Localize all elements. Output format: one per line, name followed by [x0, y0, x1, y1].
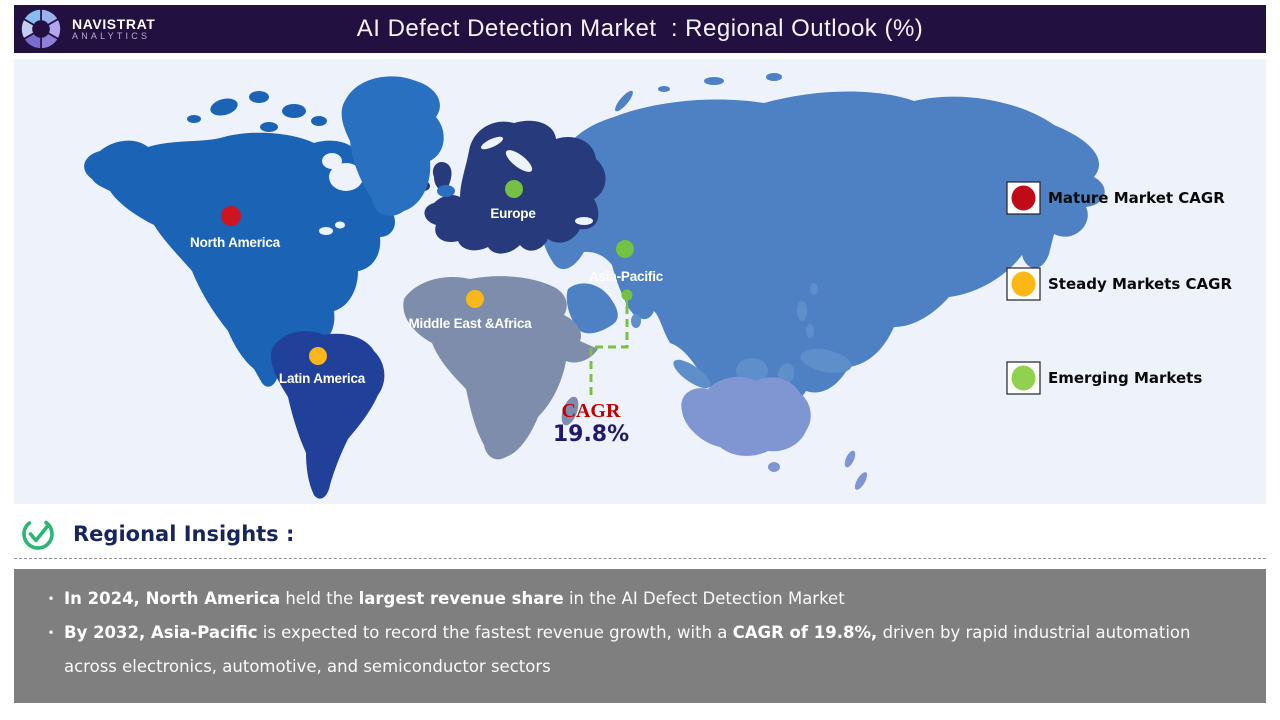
japan-islands — [830, 209, 866, 264]
region-north-america-marker: North America — [190, 206, 281, 250]
middle-east-africa-dot — [466, 290, 484, 308]
insight-bullet-1: • In 2024, North America held the larges… — [38, 582, 1240, 616]
cagr-value: 19.8% — [553, 422, 629, 447]
region-asia-pacific-marker: Asia-Pacific — [589, 240, 664, 284]
region-arabian-peninsula — [566, 283, 618, 334]
latin-america-dot — [309, 347, 327, 365]
mature-market-swatch-icon — [1006, 181, 1041, 215]
legend-item-emerging: Emerging Markets — [1006, 361, 1202, 395]
madagascar-island — [561, 396, 579, 426]
continent-africa — [403, 276, 598, 460]
region-middle-east-africa-marker: Middle East &Africa — [409, 290, 533, 331]
legend-label: Mature Market CAGR — [1048, 189, 1225, 207]
asia-pacific-dot — [616, 240, 634, 258]
steady-markets-swatch-icon — [1006, 267, 1041, 301]
middle-east-africa-label: Middle East &Africa — [409, 316, 533, 331]
insight-text-2: By 2032, Asia-Pacific is expected to rec… — [64, 623, 1191, 676]
continent-south-america — [271, 331, 385, 499]
continent-australia — [681, 376, 811, 456]
continent-asia — [539, 91, 1105, 431]
world-map: North America Europe Asia-Pacific Middle… — [84, 73, 1105, 499]
logo-aperture-icon — [20, 8, 62, 50]
bullet-marker: • — [47, 626, 55, 640]
region-europe-marker: Europe — [490, 180, 537, 221]
iceland — [437, 185, 455, 197]
insight-text-1: In 2024, North America held the largest … — [64, 589, 845, 608]
north-america-label: North America — [190, 235, 281, 250]
map-panel: North America Europe Asia-Pacific Middle… — [14, 59, 1266, 504]
check-circle-icon — [22, 518, 54, 550]
continent-north-america — [84, 132, 400, 387]
tasmania-new-zealand — [768, 450, 868, 490]
navistrat-logo: NAVISTRAT ANALYTICS — [14, 7, 155, 51]
caribbean-islands — [277, 315, 329, 329]
callout-dashed-line — [589, 306, 629, 398]
emerging-markets-swatch-icon — [1006, 361, 1041, 395]
latin-america-label: Latin America — [279, 371, 366, 386]
bullet-marker: • — [47, 592, 55, 606]
europe-dot — [505, 180, 523, 198]
page-title: AI Defect Detection Market : Regional Ou… — [356, 15, 924, 42]
dashed-separator — [14, 558, 1266, 559]
asia-pacific-label: Asia-Pacific — [589, 269, 664, 284]
insights-heading-row: Regional Insights : — [14, 512, 1266, 556]
pin-dot-icon — [621, 289, 633, 301]
insight-bullet-2: • By 2032, Asia-Pacific is expected to r… — [38, 616, 1240, 684]
header-bar: NAVISTRAT ANALYTICS AI Defect Detection … — [14, 5, 1266, 53]
north-america-water-cutouts — [319, 153, 363, 235]
logo-wedges — [20, 8, 62, 50]
legend-item-steady: Steady Markets CAGR — [1006, 267, 1232, 301]
asia-arctic-islands — [615, 73, 989, 219]
region-latin-america-marker: Latin America — [279, 347, 366, 386]
europe-label: Europe — [490, 206, 536, 221]
cagr-label: CAGR — [562, 400, 621, 422]
greenland — [341, 76, 444, 216]
brand-subtitle: ANALYTICS — [72, 30, 151, 41]
cagr-callout: CAGR 19.8% — [553, 289, 633, 447]
brand-name: NAVISTRAT — [72, 15, 156, 32]
legend-label: Emerging Markets — [1048, 369, 1203, 387]
legend-label: Steady Markets CAGR — [1048, 275, 1232, 293]
insights-heading: Regional Insights : — [73, 522, 295, 546]
legend-item-mature: Mature Market CAGR — [1006, 181, 1225, 215]
canadian-arctic-islands — [187, 91, 327, 132]
north-america-dot — [221, 206, 241, 226]
insights-panel: • In 2024, North America held the larges… — [14, 569, 1266, 703]
europe-sea-cutouts — [480, 136, 593, 225]
